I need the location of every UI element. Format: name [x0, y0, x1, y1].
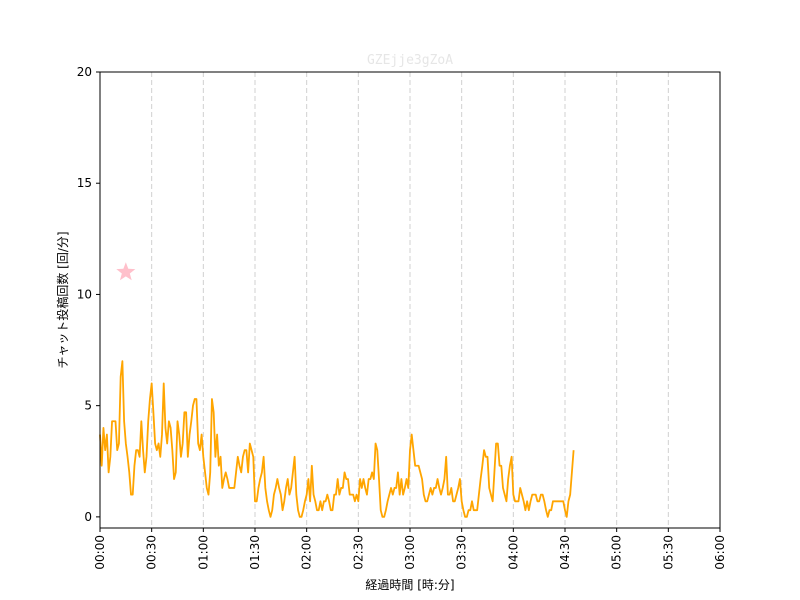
- series-group: [99, 360, 575, 518]
- x-tick-label: 01:30: [248, 535, 262, 570]
- y-tick-label: 0: [84, 510, 92, 524]
- x-tick-label: 04:00: [506, 535, 520, 570]
- y-tick-label: 5: [84, 399, 92, 413]
- chart-title: GZEjje3gZoA: [367, 53, 453, 68]
- y-axis: 0 5 10 15 20: [77, 65, 100, 524]
- x-tick-label: 01:00: [196, 535, 210, 570]
- x-tick-label: 02:30: [351, 535, 365, 570]
- x-tick-label: 03:00: [403, 535, 417, 570]
- x-tick-label: 03:30: [455, 535, 469, 570]
- x-tick-label: 00:30: [145, 535, 159, 570]
- x-tick-label: 06:00: [713, 535, 727, 570]
- y-tick-label: 20: [77, 65, 92, 79]
- x-tick-label: 00:00: [93, 535, 107, 570]
- x-tick-label: 05:30: [661, 535, 675, 570]
- series-line: [99, 360, 575, 518]
- y-axis-title: チャット投稿回数 [回/分]: [55, 231, 70, 368]
- grid-lines: [151, 72, 669, 528]
- y-tick-label: 10: [77, 287, 92, 301]
- x-tick-label: 05:00: [610, 535, 624, 570]
- x-tick-label: 02:00: [300, 535, 314, 570]
- annotations: [116, 262, 136, 281]
- x-axis: 00:00 00:30 01:00 01:30 02:00 02:30 03:00 03:30…: [93, 528, 727, 570]
- star-marker: [116, 262, 136, 281]
- y-tick-label: 15: [77, 176, 92, 190]
- x-axis-title: 経過時間 [時:分]: [365, 578, 454, 592]
- x-tick-label: 04:30: [558, 535, 572, 570]
